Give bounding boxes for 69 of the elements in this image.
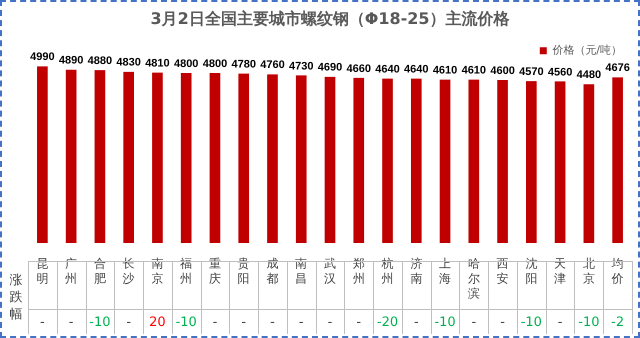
- data-label: 4780: [231, 58, 256, 71]
- data-label: 4800: [174, 58, 198, 70]
- bar: [410, 78, 422, 243]
- bar: [296, 75, 307, 243]
- text: -10: [434, 314, 456, 330]
- bar: [180, 72, 192, 243]
- text: -: [356, 314, 362, 330]
- data-label: 4640: [404, 63, 429, 76]
- data-label: 4560: [548, 66, 572, 78]
- data-label: 4610: [432, 64, 458, 77]
- text: 涨跌幅: [10, 272, 22, 322]
- text: -: [558, 314, 563, 330]
- data-label: 4600: [490, 64, 515, 77]
- text: -: [40, 314, 46, 330]
- bar: [554, 81, 566, 243]
- bar: [152, 72, 163, 243]
- chart-title: 3月2日全国主要城市螺纹钢（Φ18-25）主流价格: [150, 8, 511, 28]
- text: -: [471, 314, 476, 330]
- bar: [382, 78, 393, 243]
- x-tick-label: 天津: [554, 256, 566, 286]
- data-label: 4610: [462, 64, 486, 77]
- bar: [497, 80, 508, 243]
- bar: [584, 84, 594, 243]
- text: -: [500, 314, 506, 330]
- legend-label: 价格（元/吨）: [551, 44, 622, 57]
- bar: [353, 78, 364, 243]
- text: -2: [611, 314, 624, 330]
- text: -: [270, 314, 276, 330]
- data-label: 4810: [145, 57, 170, 70]
- bar: [238, 74, 250, 243]
- data-label: 4660: [346, 62, 372, 75]
- data-label: 4830: [116, 56, 141, 69]
- text: -10: [578, 314, 600, 330]
- data-label: 4676: [605, 62, 630, 74]
- x-tick-label: 杭州: [380, 256, 394, 286]
- bar: [94, 70, 106, 243]
- data-label: 4880: [88, 54, 112, 67]
- data-label: 4730: [288, 60, 314, 72]
- text: -: [328, 314, 333, 330]
- bar: [324, 76, 336, 243]
- bar: [210, 72, 220, 243]
- bar: [440, 80, 450, 243]
- text: -10: [176, 314, 197, 330]
- bar: [267, 74, 278, 243]
- bar: [123, 72, 134, 243]
- data-label: 4760: [260, 59, 285, 72]
- data-label: 4690: [318, 62, 342, 74]
- data-label: 4890: [58, 54, 84, 67]
- x-tick-label: 广州: [65, 256, 78, 286]
- text: -20: [376, 314, 398, 330]
- data-label: 4480: [576, 69, 602, 82]
- text: -: [241, 314, 246, 330]
- text: -: [298, 314, 304, 330]
- data-label: 4640: [375, 63, 400, 76]
- text: 20: [149, 314, 166, 330]
- text: -10: [520, 314, 542, 330]
- text: -10: [89, 314, 111, 330]
- text: -: [126, 314, 132, 330]
- text: -: [414, 314, 419, 330]
- text: -: [68, 314, 74, 330]
- bar: [526, 81, 537, 243]
- data-label: 4990: [30, 51, 55, 64]
- data-label: 4800: [202, 58, 228, 70]
- data-label: 4570: [519, 66, 544, 78]
- bar: [66, 70, 76, 243]
- bar: [468, 80, 480, 243]
- text: -: [212, 314, 218, 330]
- bar: [612, 77, 623, 243]
- bar: [37, 66, 48, 243]
